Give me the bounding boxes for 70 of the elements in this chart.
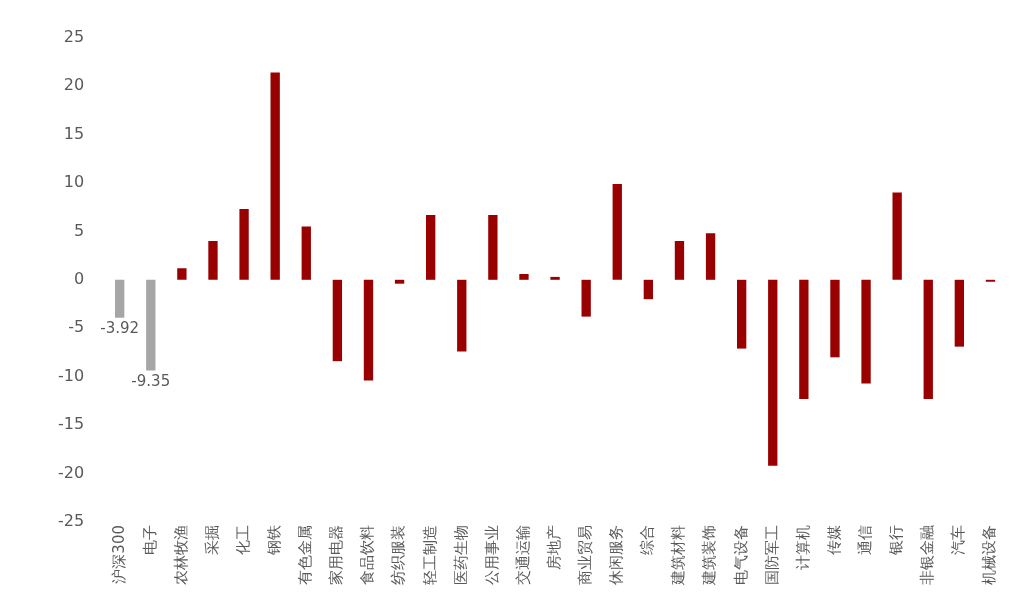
x-tick-label: 通信 xyxy=(855,525,874,555)
bar xyxy=(115,279,125,318)
bar xyxy=(270,72,280,280)
bar xyxy=(768,279,778,466)
bar xyxy=(426,214,436,280)
x-tick-label: 有色金属 xyxy=(296,525,315,585)
x-tick-label: 纺织服装 xyxy=(389,525,408,585)
x-tick-label: 综合 xyxy=(638,525,657,555)
x-tick-label: 建筑材料 xyxy=(669,525,688,586)
x-tick-label: 商业贸易 xyxy=(576,525,595,585)
x-tick-label: 机械设备 xyxy=(980,525,999,585)
x-tick-label: 家用电器 xyxy=(327,525,346,585)
bar xyxy=(674,241,685,280)
y-tick-label: -10 xyxy=(57,365,85,385)
bar xyxy=(954,279,965,347)
y-tick-label: 25 xyxy=(63,26,85,46)
x-tick-label: 交通运输 xyxy=(513,525,532,585)
x-tick-label: 电气设备 xyxy=(731,525,750,585)
bar xyxy=(239,209,249,280)
bar xyxy=(488,214,498,280)
x-tick-label: 钢铁 xyxy=(265,525,284,556)
bar xyxy=(892,192,902,280)
y-tick-label: -15 xyxy=(57,414,85,434)
bar xyxy=(177,268,187,280)
bar xyxy=(923,279,933,399)
x-tick-label: 沪深300 xyxy=(109,525,128,584)
y-tick-label: 15 xyxy=(63,123,85,143)
bar xyxy=(581,279,591,317)
x-tick-label: 农林牧渔 xyxy=(171,525,190,585)
x-tick-label: 房地产 xyxy=(544,525,563,570)
x-tick-label: 非银金融 xyxy=(918,525,937,585)
y-tick-label: -20 xyxy=(57,462,85,482)
bar xyxy=(643,279,654,300)
x-tick-label: 休闲服务 xyxy=(607,525,626,585)
x-tick-label: 采掘 xyxy=(202,525,221,555)
x-tick-label: 化工 xyxy=(233,525,252,555)
y-tick-label: -25 xyxy=(57,511,85,531)
bar xyxy=(861,279,871,384)
bar xyxy=(830,279,840,358)
x-tick-label: 公用事业 xyxy=(482,525,501,585)
bar xyxy=(457,279,467,352)
y-tick-label: 20 xyxy=(63,75,85,95)
x-tick-label: 电子 xyxy=(140,525,159,555)
bar xyxy=(394,279,405,284)
y-tick-label: 0 xyxy=(73,268,85,288)
bar xyxy=(363,279,374,381)
bar xyxy=(612,183,622,280)
y-tick-label: 5 xyxy=(73,220,85,240)
x-tick-label: 国防军工 xyxy=(762,525,781,585)
y-tick-label: -5 xyxy=(68,317,85,337)
x-tick-label: 轻工制造 xyxy=(420,525,439,585)
data-label: -9.35 xyxy=(131,371,171,390)
x-tick-label: 传媒 xyxy=(824,525,843,555)
y-tick-label: 10 xyxy=(63,172,85,192)
bar xyxy=(146,279,156,371)
bar xyxy=(550,276,560,280)
bar xyxy=(519,273,529,280)
bar xyxy=(301,226,311,280)
x-tick-label: 银行 xyxy=(887,525,906,556)
x-tick-label: 建筑装饰 xyxy=(700,525,719,586)
x-tick-label: 汽车 xyxy=(949,525,968,555)
x-tick-label: 食品饮料 xyxy=(358,525,377,585)
data-label: -3.92 xyxy=(100,319,140,338)
bar xyxy=(705,233,716,280)
x-tick-label: 计算机 xyxy=(793,525,812,570)
bar xyxy=(799,279,809,399)
bar xyxy=(208,241,218,280)
bar xyxy=(332,279,343,362)
bar xyxy=(737,279,747,349)
x-tick-label: 医药生物 xyxy=(451,525,470,585)
